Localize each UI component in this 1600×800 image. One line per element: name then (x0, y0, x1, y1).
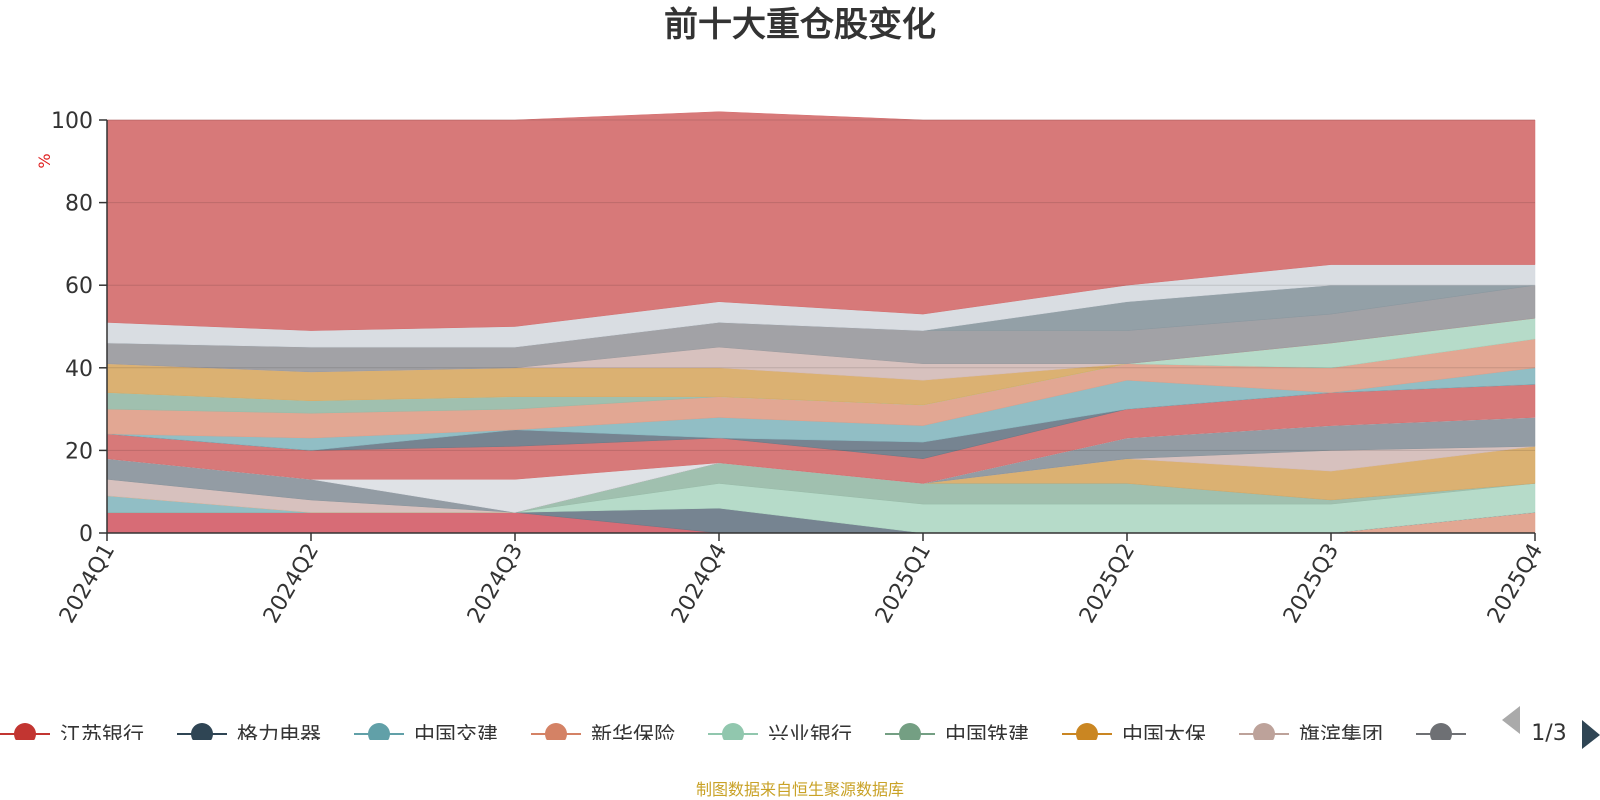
legend-label: 兴业银行 (768, 723, 852, 747)
legend-label: 格力电器 (237, 723, 321, 747)
x-tick-label: 2024Q3 (463, 540, 528, 628)
plot-area-series (106, 111, 1536, 534)
legend-item[interactable] (1416, 723, 1466, 745)
legend-item[interactable]: 中国太保 (1062, 723, 1206, 747)
legend-item[interactable]: 江苏银行 (0, 723, 144, 747)
legend-label: 中国交建 (414, 723, 498, 747)
legend-pager: 1/3 (1502, 706, 1600, 749)
area-series-21 (106, 111, 1536, 331)
x-tick-label: 2025Q3 (1279, 540, 1344, 628)
legend-item[interactable]: 新华保险 (531, 723, 675, 747)
x-tick-label: 2024Q1 (55, 540, 120, 628)
legend-marker-icon (722, 723, 744, 740)
legend-item[interactable]: 格力电器 (177, 723, 321, 747)
axes (106, 120, 1535, 534)
x-tick-label: 2025Q4 (1483, 540, 1548, 628)
grid-lines (107, 119, 1535, 451)
y-axis-unit-label: % (35, 153, 54, 168)
x-tick-label: 2025Q2 (1075, 540, 1140, 628)
legend-marker-icon (368, 723, 390, 740)
legend-item[interactable]: 旗滨集团 (1239, 723, 1383, 747)
legend-marker-icon (1253, 723, 1275, 740)
legend-marker-icon (1430, 723, 1452, 740)
legend-label: 旗滨集团 (1299, 723, 1383, 747)
legend-page-indicator: 1/3 (1531, 721, 1566, 746)
legend-marker-icon (14, 723, 36, 740)
legend-marker-icon (545, 723, 567, 740)
legend-item[interactable]: 中国交建 (354, 723, 498, 747)
legend-marker-icon (1076, 723, 1098, 740)
y-tick-label: 40 (65, 357, 93, 382)
x-tick-label: 2024Q2 (259, 540, 324, 628)
legend-marker-icon (191, 723, 213, 740)
y-axis-ticks: 0 20 40 60 80 100 (51, 109, 107, 547)
legend-marker-icon (899, 723, 921, 740)
legend-label: 中国太保 (1122, 723, 1206, 747)
chart-title: 前十大重仓股变化 (664, 5, 936, 45)
y-tick-label: 100 (51, 109, 93, 134)
data-source-note: 制图数据来自恒生聚源数据库 (696, 780, 904, 799)
legend-prev-page-icon[interactable] (1502, 706, 1520, 734)
legend-label: 中国铁建 (945, 723, 1029, 747)
legend-item[interactable]: 中国铁建 (885, 723, 1029, 747)
y-tick-label: 0 (79, 522, 93, 547)
legend-item[interactable]: 兴业银行 (708, 723, 852, 747)
x-tick-label: 2025Q1 (871, 540, 936, 628)
legend[interactable]: 江苏银行 格力电器 中国交建 新华保险 兴业银行 中国铁建 中国太保 旗滨集团 (0, 723, 1466, 747)
y-tick-label: 60 (65, 274, 93, 299)
legend-label: 江苏银行 (60, 723, 144, 747)
y-tick-label: 80 (65, 192, 93, 217)
legend-label: 新华保险 (591, 723, 675, 747)
x-tick-label: 2024Q4 (667, 540, 732, 628)
y-tick-label: 20 (65, 439, 93, 464)
x-axis-ticks: 2024Q1 2024Q2 2024Q3 2024Q4 2025Q1 2025Q2 2025… (55, 533, 1548, 628)
legend-next-page-icon[interactable] (1582, 720, 1600, 749)
